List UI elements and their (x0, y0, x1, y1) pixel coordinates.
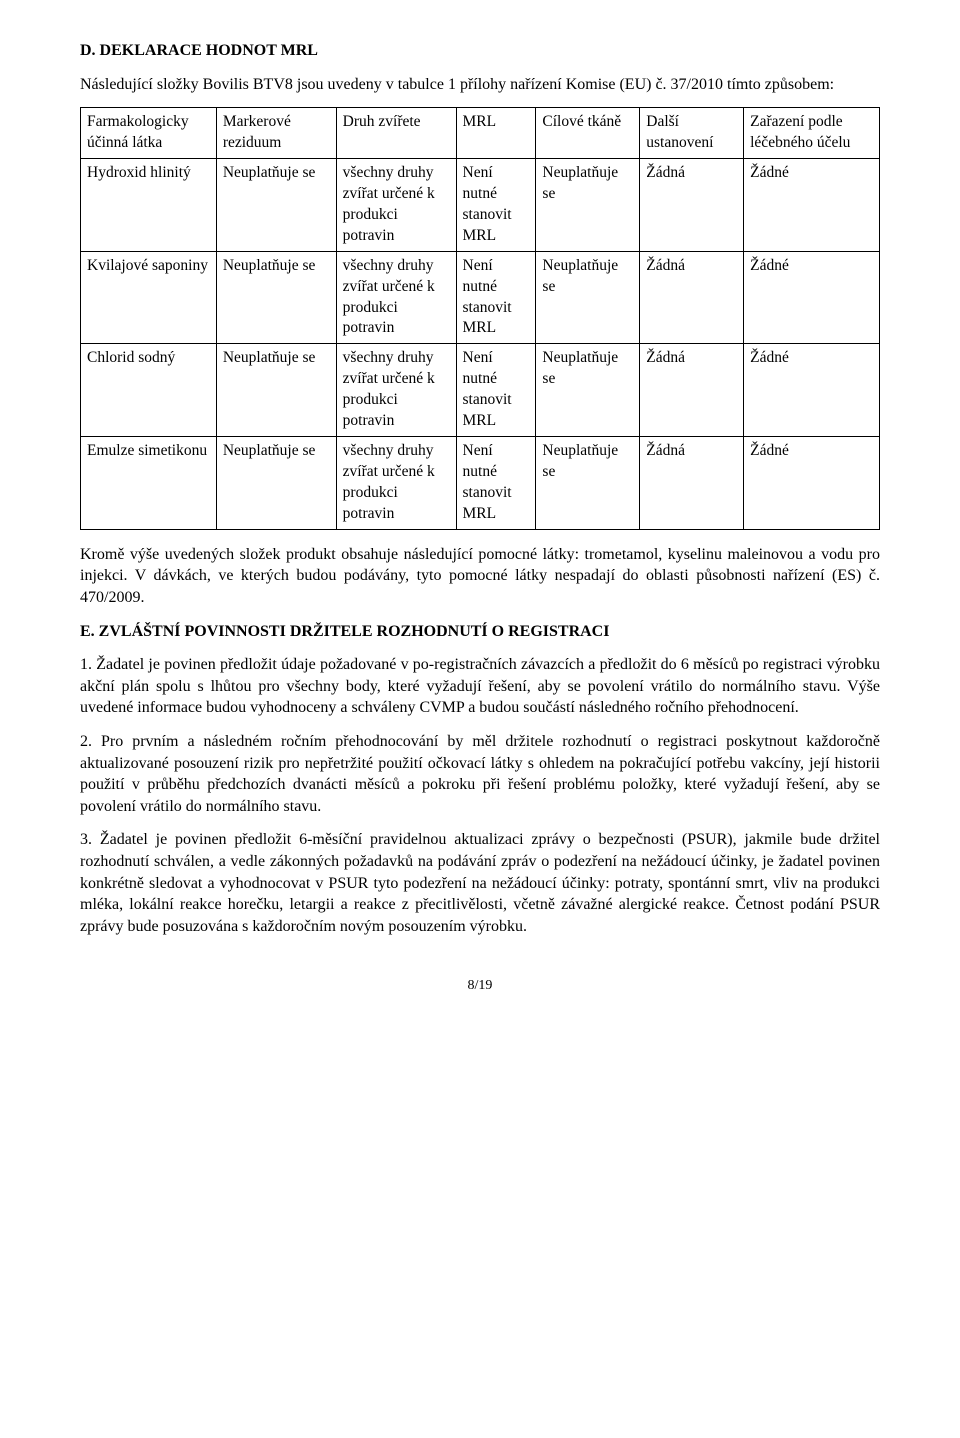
td: Není nutné stanovit MRL (456, 344, 536, 437)
td: všechny druhy zvířat určené k produkci p… (336, 344, 456, 437)
td: Žádné (744, 344, 880, 437)
table-header-row: Farmakologicky účinná látka Markerové re… (81, 108, 880, 159)
td: Neuplatňuje se (216, 437, 336, 530)
td: Žádné (744, 437, 880, 530)
td: Neuplatňuje se (536, 251, 640, 344)
td: Žádná (640, 437, 744, 530)
th-3: MRL (456, 108, 536, 159)
post-table-paragraph: Kromě výše uvedených složek produkt obsa… (80, 544, 880, 609)
page-number: 8/19 (80, 977, 880, 996)
td: Žádné (744, 159, 880, 252)
mrl-table: Farmakologicky účinná látka Markerové re… (80, 107, 880, 530)
td: Není nutné stanovit MRL (456, 251, 536, 344)
td: Žádná (640, 159, 744, 252)
section-d-intro: Následující složky Bovilis BTV8 jsou uve… (80, 74, 880, 96)
td: Není nutné stanovit MRL (456, 437, 536, 530)
th-4: Cílové tkáně (536, 108, 640, 159)
section-e-heading: E. ZVLÁŠTNÍ POVINNOSTI DRŽITELE ROZHODNU… (80, 621, 880, 643)
section-e-list: 1. Žadatel je povinen předložit údaje po… (80, 654, 880, 937)
td: Neuplatňuje se (536, 437, 640, 530)
th-2: Druh zvířete (336, 108, 456, 159)
td: Neuplatňuje se (536, 159, 640, 252)
list-item: 3. Žadatel je povinen předložit 6-měsíčn… (80, 829, 880, 937)
table-row: Emulze simetikonu Neuplatňuje se všechny… (81, 437, 880, 530)
td: Kvilajové saponiny (81, 251, 217, 344)
table-row: Chlorid sodný Neuplatňuje se všechny dru… (81, 344, 880, 437)
th-0: Farmakologicky účinná látka (81, 108, 217, 159)
td: Není nutné stanovit MRL (456, 159, 536, 252)
td: Chlorid sodný (81, 344, 217, 437)
th-5: Další ustanovení (640, 108, 744, 159)
td: Neuplatňuje se (216, 344, 336, 437)
td: Žádná (640, 251, 744, 344)
td: Žádné (744, 251, 880, 344)
td: všechny druhy zvířat určené k produkci p… (336, 251, 456, 344)
td: Hydroxid hlinitý (81, 159, 217, 252)
table-body: Hydroxid hlinitý Neuplatňuje se všechny … (81, 159, 880, 530)
td: všechny druhy zvířat určené k produkci p… (336, 159, 456, 252)
th-6: Zařazení podle léčebného účelu (744, 108, 880, 159)
td: Neuplatňuje se (536, 344, 640, 437)
td: všechny druhy zvířat určené k produkci p… (336, 437, 456, 530)
td: Neuplatňuje se (216, 159, 336, 252)
table-row: Kvilajové saponiny Neuplatňuje se všechn… (81, 251, 880, 344)
td: Emulze simetikonu (81, 437, 217, 530)
td: Neuplatňuje se (216, 251, 336, 344)
list-item: 2. Pro prvním a následném ročním přehodn… (80, 731, 880, 817)
table-row: Hydroxid hlinitý Neuplatňuje se všechny … (81, 159, 880, 252)
th-1: Markerové reziduum (216, 108, 336, 159)
td: Žádná (640, 344, 744, 437)
list-item: 1. Žadatel je povinen předložit údaje po… (80, 654, 880, 719)
section-d-heading: D. DEKLARACE HODNOT MRL (80, 40, 880, 62)
